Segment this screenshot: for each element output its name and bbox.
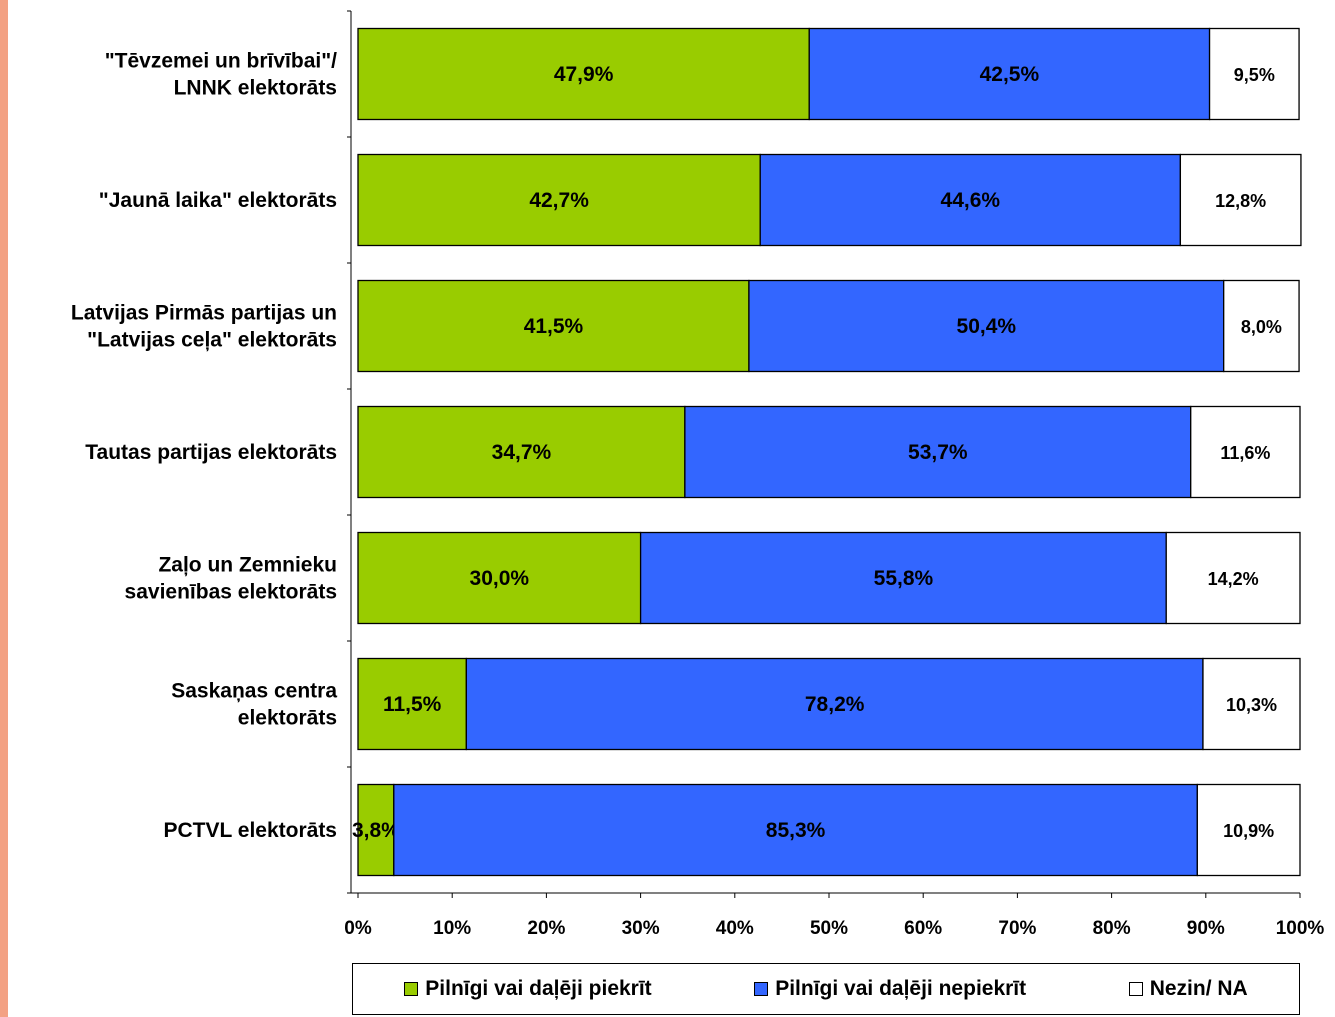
- legend-swatch-agree: [404, 982, 419, 996]
- bar-segment: [1208, 27, 1300, 121]
- x-tick-label: 30%: [622, 918, 660, 939]
- data-label: 42,5%: [980, 63, 1040, 86]
- legend-label-disagree: Pilnīgi vai daļēji nepiekrīt: [775, 977, 1027, 1000]
- x-tick-label: 90%: [1187, 918, 1225, 939]
- data-label: 3,8%: [352, 819, 400, 842]
- bar-segment: [357, 27, 810, 121]
- category-label: "Jaunā laika" elektorāts: [99, 189, 337, 212]
- data-label: 10,3%: [1226, 695, 1277, 715]
- data-label: 55,8%: [874, 567, 934, 590]
- bar-segment: [393, 783, 1198, 877]
- bar-segment: [465, 657, 1204, 751]
- data-label: 14,2%: [1208, 569, 1259, 589]
- data-label: 85,3%: [766, 819, 826, 842]
- category-label: Latvijas Pirmās partijas un "Latvijas ceļ…: [71, 302, 337, 352]
- bar-segment: [808, 27, 1211, 121]
- category-label: Saskaņas centra elektorāts: [171, 680, 337, 730]
- bar-segment: [1179, 153, 1302, 247]
- data-label: 30,0%: [470, 567, 530, 590]
- data-label: 8,0%: [1241, 317, 1282, 337]
- x-tick-label: 80%: [1093, 918, 1131, 939]
- bar-segment: [1165, 531, 1301, 625]
- x-tick-label: 20%: [527, 918, 565, 939]
- bar-segment: [357, 657, 467, 751]
- x-tick-label: 60%: [904, 918, 942, 939]
- category-label: PCTVL elektorāts: [163, 819, 337, 842]
- legend-item-disagree: Pilnīgi vai daļēji nepiekrīt: [754, 977, 1026, 1001]
- data-label: 10,9%: [1223, 821, 1274, 841]
- legend-item-unknown: Nezin/ NA: [1128, 977, 1248, 1001]
- data-label: 47,9%: [554, 63, 614, 86]
- legend-item-agree: Pilnīgi vai daļēji piekrīt: [404, 977, 652, 1001]
- category-label: Zaļo un Zemnieku savienības elektorāts: [125, 554, 337, 604]
- bar-segment: [357, 405, 686, 499]
- bar-segment: [1202, 657, 1301, 751]
- data-label: 42,7%: [529, 189, 589, 212]
- x-tick-label: 100%: [1276, 918, 1325, 939]
- x-tick-label: 70%: [998, 918, 1036, 939]
- stacked-bar-chart: 0% 10% 20% 30% 40% 50% 60% 70% 80% 90% 100% 47,9% 42…: [71, 10, 1325, 939]
- bar-segment: [639, 531, 1167, 625]
- bar-segment: [1190, 405, 1301, 499]
- x-tick-label: 40%: [716, 918, 754, 939]
- data-label: 53,7%: [908, 441, 968, 464]
- legend-label-unknown: Nezin/ NA: [1149, 977, 1248, 1000]
- legend-label-agree: Pilnīgi vai daļēji piekrīt: [425, 977, 652, 1000]
- data-label: 9,5%: [1234, 65, 1275, 85]
- chart-legend: Pilnīgi vai daļēji piekrīt Pilnīgi vai d…: [352, 963, 1300, 1015]
- x-tick-label: 50%: [810, 918, 848, 939]
- bar-segment: [1196, 783, 1301, 877]
- category-label: Tautas partijas elektorāts: [85, 441, 337, 464]
- x-tick-label: 0%: [344, 918, 372, 939]
- bar-segment: [357, 279, 750, 373]
- data-label: 34,7%: [492, 441, 552, 464]
- data-label: 41,5%: [524, 315, 584, 338]
- data-label: 11,5%: [383, 693, 442, 716]
- bar-segment: [1223, 279, 1300, 373]
- legend-swatch-disagree: [754, 982, 769, 996]
- data-label: 78,2%: [805, 693, 865, 716]
- data-label: 11,6%: [1220, 443, 1270, 463]
- data-label: 12,8%: [1215, 191, 1266, 211]
- legend-swatch-unknown: [1128, 982, 1143, 996]
- bar-segment: [759, 153, 1182, 247]
- data-label: 44,6%: [941, 189, 1001, 212]
- category-label: "Tēvzemei un brīvībai"/LNNK elektorāts: [105, 50, 337, 100]
- bar-segment: [748, 279, 1225, 373]
- data-label: 50,4%: [957, 315, 1017, 338]
- left-edge-strip: [0, 0, 8, 1017]
- x-tick-label: 10%: [433, 918, 471, 939]
